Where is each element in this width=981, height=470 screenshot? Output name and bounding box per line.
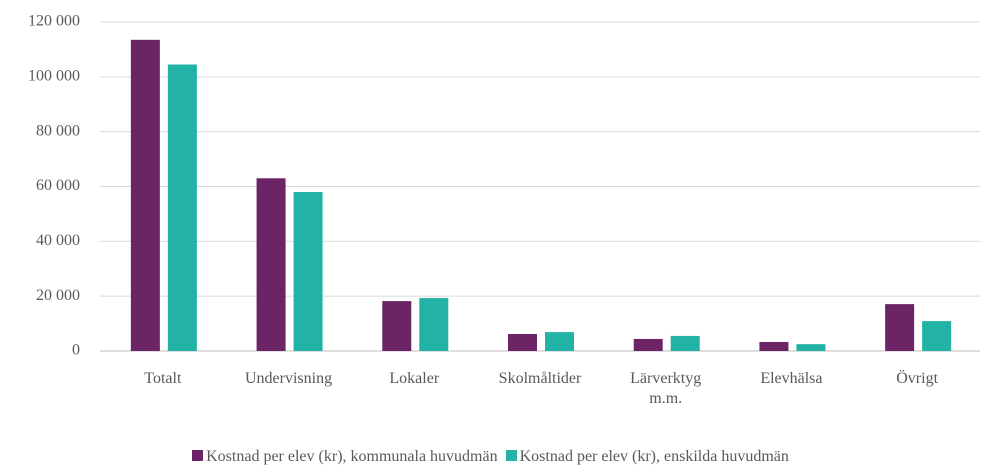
bar: [633, 338, 663, 351]
y-tick-label: 0: [72, 342, 80, 359]
x-tick-label: Elevhälsa: [760, 370, 823, 387]
bar: [545, 332, 574, 351]
x-tick-label: Övrigt: [896, 370, 939, 387]
bar: [670, 335, 700, 351]
y-tick-label: 120 000: [28, 13, 80, 30]
y-tick-label: 20 000: [36, 287, 80, 304]
bar: [256, 178, 286, 351]
x-tick-label: Lärverktyg m.m.: [630, 370, 702, 407]
bar: [796, 344, 826, 351]
legend-item: Kostnad per elev (kr), enskilda huvudmän: [505, 448, 789, 466]
x-tick-label: Lokaler: [389, 370, 440, 387]
bar: [508, 334, 537, 351]
x-tick-label: Skolmåltider: [498, 370, 582, 387]
legend-label: Kostnad per elev (kr), kommunala huvudmä…: [206, 448, 498, 465]
bar: [382, 301, 412, 351]
bar: [167, 64, 197, 351]
bar: [130, 39, 160, 352]
legend-label: Kostnad per elev (kr), enskilda huvudmän: [519, 448, 789, 465]
bar: [419, 298, 449, 351]
y-tick-label: 60 000: [36, 177, 80, 194]
bar: [885, 304, 915, 351]
legend-swatch: [505, 450, 517, 461]
legend-swatch: [192, 450, 204, 461]
bar: [293, 191, 323, 351]
legend: Kostnad per elev (kr), kommunala huvudmä…: [0, 448, 981, 466]
bar: [922, 321, 952, 351]
x-tick-label: Totalt: [144, 370, 182, 387]
bar: [759, 341, 789, 351]
y-tick-label: 80 000: [36, 122, 80, 139]
y-tick-label: 100 000: [28, 68, 80, 85]
y-tick-label: 40 000: [36, 232, 80, 249]
legend-item: Kostnad per elev (kr), kommunala huvudmä…: [192, 448, 498, 466]
x-tick-label: Undervisning: [245, 370, 333, 387]
